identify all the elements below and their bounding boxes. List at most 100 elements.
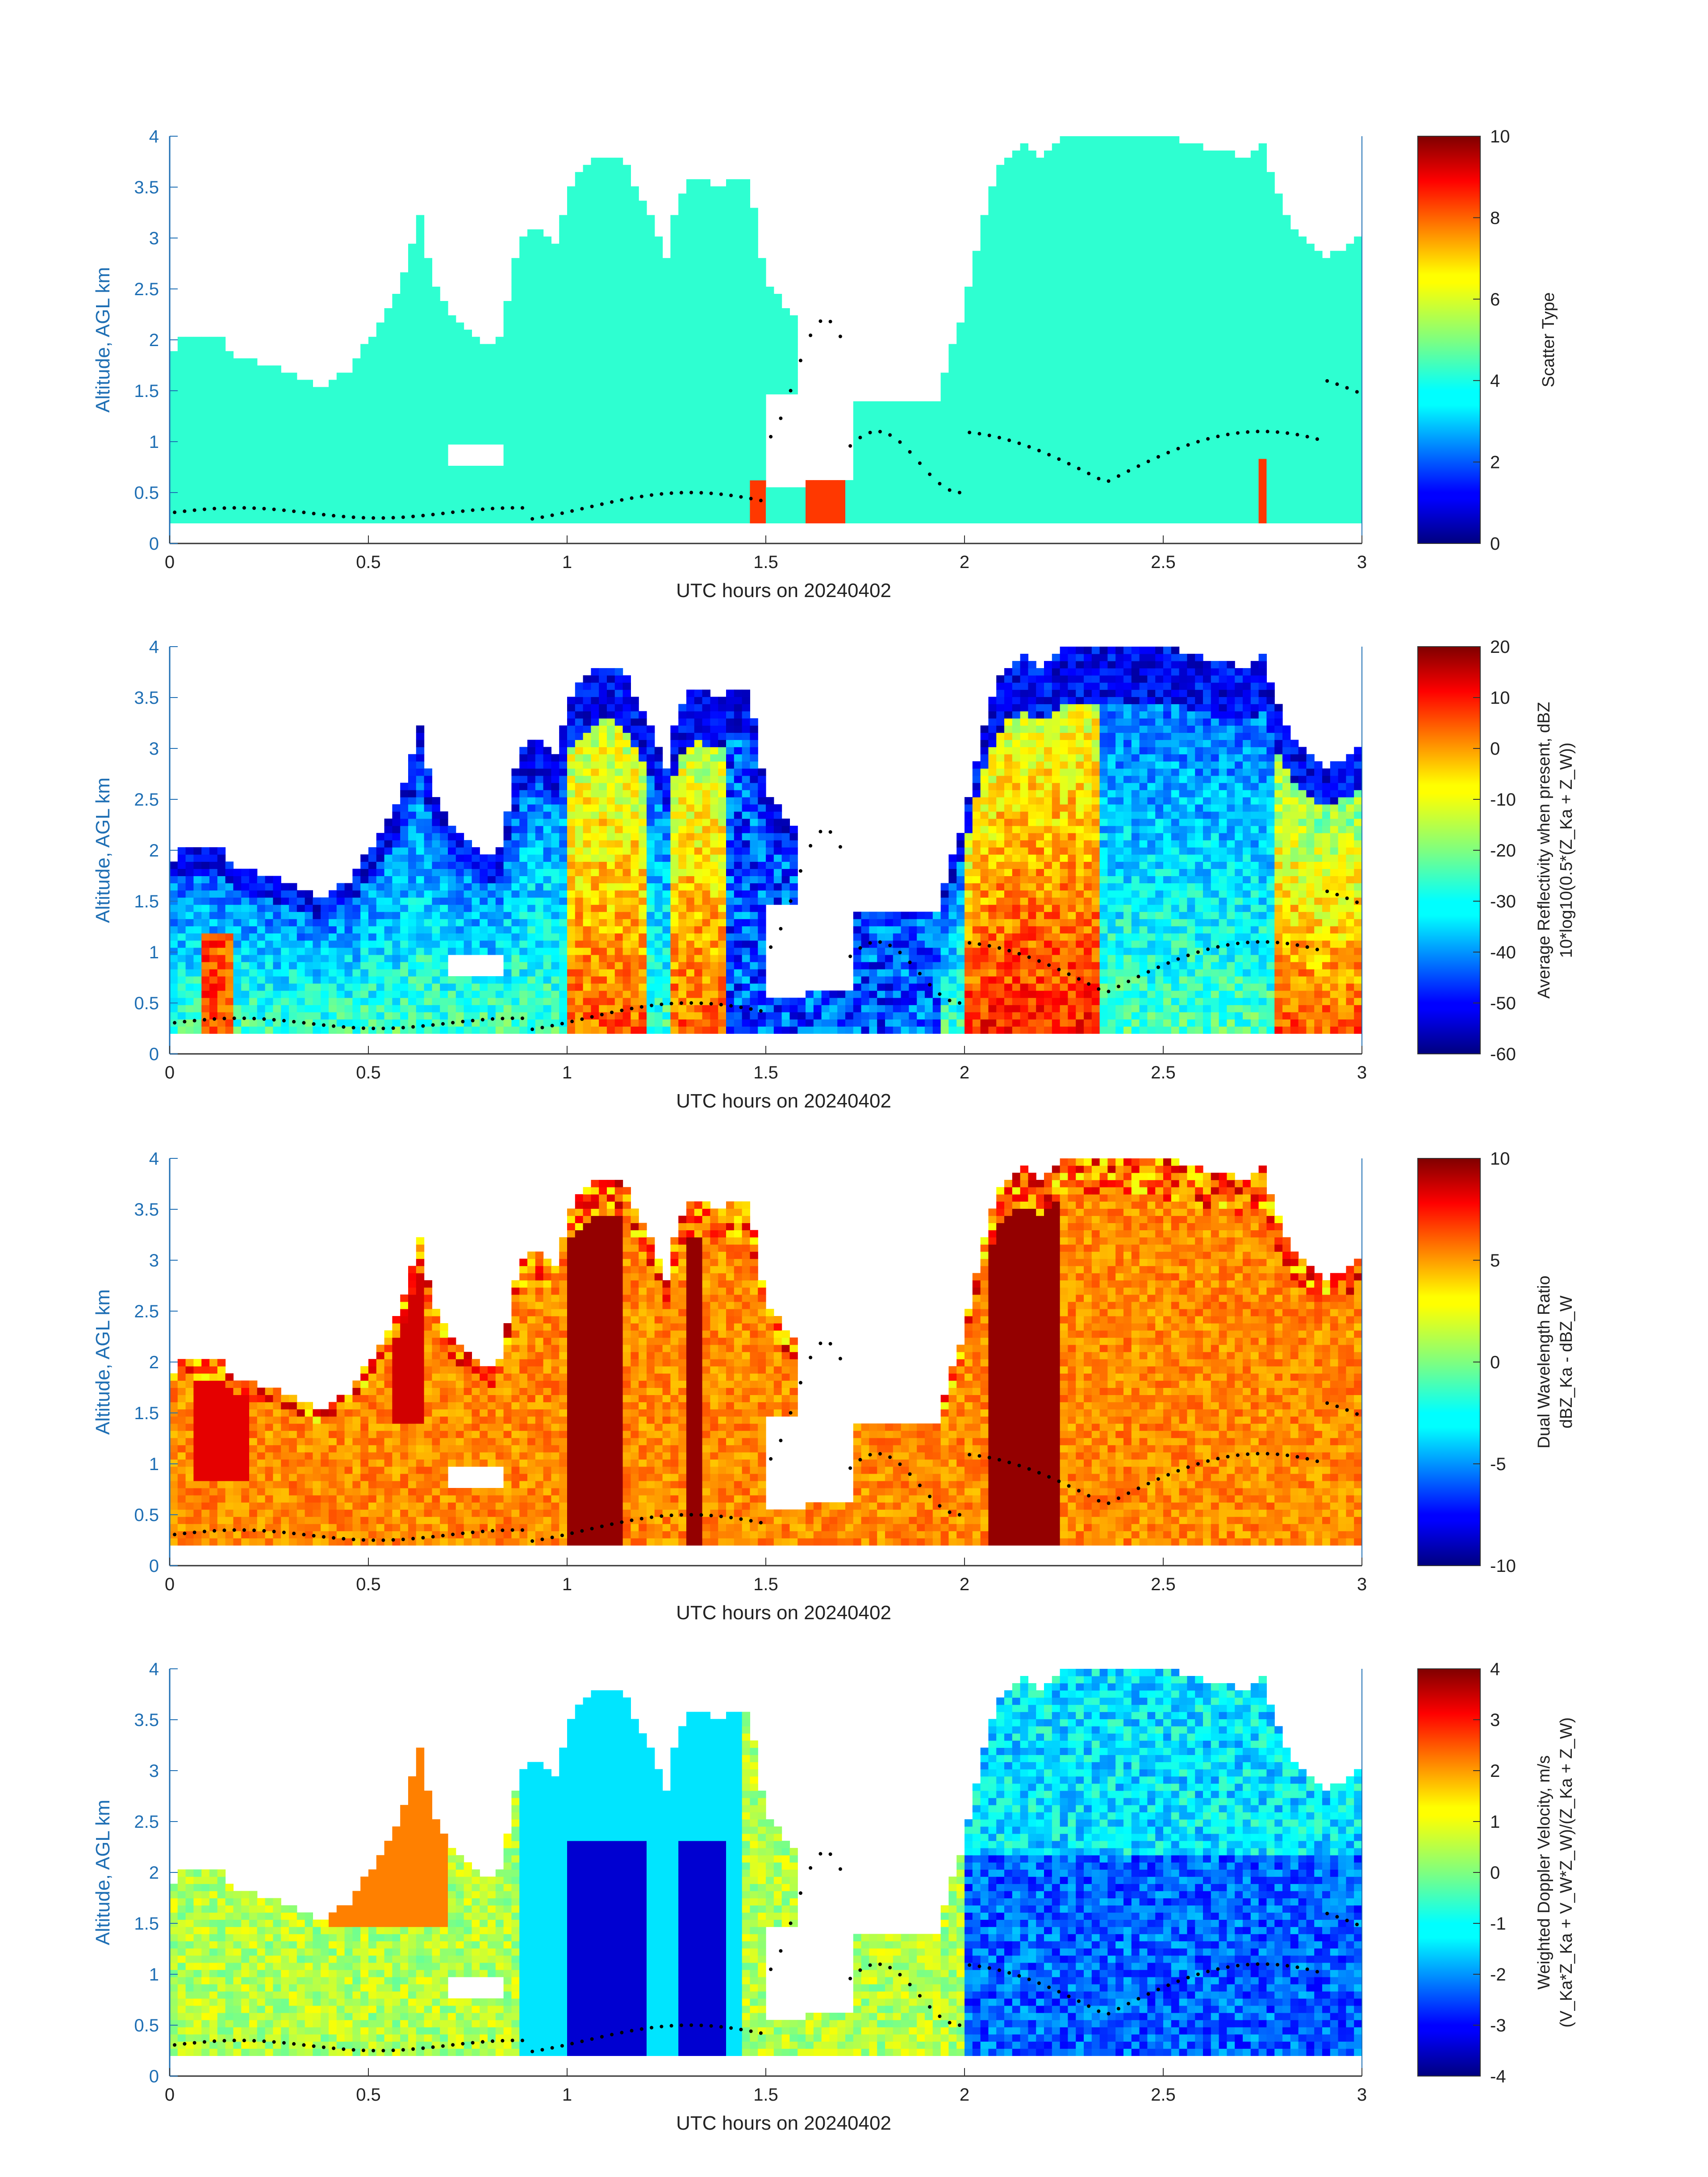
heatmap-cell [448,466,456,473]
heatmap-cell [654,308,663,316]
heatmap-cell [519,322,528,330]
heatmap-cell [296,422,305,430]
heatmap-cell [702,394,710,402]
heatmap-cell [1036,365,1044,373]
heatmap-cell [193,473,202,481]
heatmap-cell [455,480,464,488]
heatmap-cell [599,315,607,323]
heatmap-cell [177,337,186,344]
heatmap-cell [527,480,536,488]
heatmap-cell [1203,279,1211,287]
heatmap-cell [988,330,997,337]
heatmap-cell [1282,516,1291,523]
heatmap-cell [996,466,1005,473]
heatmap-cell [360,444,369,452]
heatmap-cell [1044,351,1052,359]
heatmap-cell [996,380,1005,388]
heatmap-cell [710,315,718,323]
heatmap-cell [940,509,949,516]
heatmap-cell [400,501,409,509]
heatmap-cell [408,344,417,351]
heatmap-cell [1211,179,1219,187]
heatmap-cell [1044,286,1052,294]
heatmap-cell [622,208,631,215]
heatmap-cell [1203,344,1211,351]
heatmap-cell [1107,501,1116,509]
heatmap-cell [988,265,997,273]
heatmap-cell [1155,444,1164,452]
heatmap-cell [170,380,178,388]
heatmap-cell [368,509,377,516]
heatmap-cell [535,380,544,388]
heatmap-cell [408,473,417,481]
heatmap-cell [1195,337,1203,344]
heatmap-cell [694,294,703,301]
heatmap-cell [424,301,432,309]
heatmap-cell [1115,136,1124,144]
heatmap-cell [1091,358,1100,366]
heatmap-cell [217,444,226,452]
heatmap-cell [1044,308,1052,316]
heatmap-cell [1028,265,1036,273]
heatmap-cell [519,351,528,359]
heatmap-cell [1012,516,1021,523]
heatmap-cell [1250,422,1259,430]
heatmap-cell [734,444,743,452]
heatmap-cell [177,430,186,438]
heatmap-cell [1266,408,1275,416]
heatmap-cell [217,509,226,516]
heatmap-cell [1044,487,1052,495]
heatmap-cell [742,487,750,495]
heatmap-cell [296,437,305,445]
heatmap-cell [177,351,186,359]
heatmap-cell [988,459,997,466]
heatmap-cell [575,358,584,366]
heatmap-cell [614,444,623,452]
heatmap-cell [384,337,393,344]
heatmap-cell [336,473,345,481]
heatmap-cell [1227,487,1235,495]
heatmap-cell [1250,222,1259,230]
heatmap-cell [591,251,599,259]
heatmap-cell [1274,272,1283,280]
heatmap-cell [1274,408,1283,416]
heatmap-cell [400,308,409,316]
heatmap-cell [742,451,750,459]
heatmap-cell [424,501,432,509]
heatmap-cell [440,322,448,330]
heatmap-cell [599,444,607,452]
heatmap-cell [1227,158,1235,165]
heatmap-cell [455,494,464,502]
heatmap-cell [1187,286,1195,294]
heatmap-cell [726,351,735,359]
heatmap-cell [400,487,409,495]
heatmap-cell [1155,480,1164,488]
heatmap-cell [1131,473,1140,481]
heatmap-cell [416,437,425,445]
heatmap-cell [1203,258,1211,266]
heatmap-cell [1028,279,1036,287]
heatmap-cell [559,301,568,309]
heatmap-cell [1036,394,1044,402]
heatmap-cell [940,501,949,509]
heatmap-cell [631,272,639,280]
heatmap-cell [607,494,615,502]
heatmap-cell [1115,158,1124,165]
heatmap-cell [996,509,1005,516]
heatmap-cell [400,444,409,452]
heatmap-cell [1274,222,1283,230]
heatmap-cell [1147,272,1156,280]
heatmap-cell [726,229,735,237]
heatmap-cell [336,387,345,395]
heatmap-cell [988,437,997,445]
heatmap-cell [750,301,758,309]
heatmap-cell [193,437,202,445]
heatmap-cell [1012,201,1021,208]
heatmap-cell [1131,236,1140,244]
heatmap-cell [535,430,544,438]
heatmap-cell [1139,258,1148,266]
heatmap-cell [789,487,798,495]
heatmap-cell [583,322,591,330]
heatmap-cell [472,487,480,495]
heatmap-cell [296,516,305,523]
